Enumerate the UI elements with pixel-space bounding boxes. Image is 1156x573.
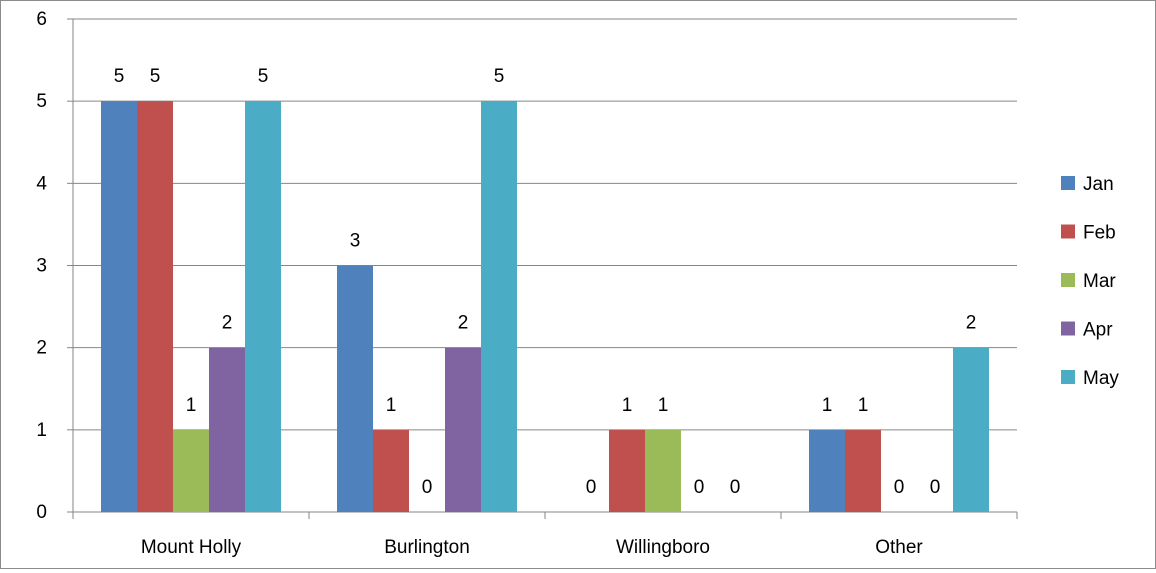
bar-apr [209,347,245,512]
data-label: 0 [894,477,905,498]
x-tick-label: Willingboro [616,537,710,558]
y-tick-label: 3 [36,256,47,277]
data-label: 0 [930,477,941,498]
data-label: 1 [186,395,197,416]
y-tick-label: 5 [36,91,47,112]
bar-jan [101,101,137,513]
data-labels: 5 5 1 2 5 3 1 0 2 5 0 1 1 0 0 1 1 0 0 2 [114,66,977,498]
data-label: 2 [966,313,977,334]
y-tick-label: 0 [36,502,47,523]
bar-feb [373,429,409,512]
x-tick-label: Burlington [384,537,470,558]
data-label: 0 [422,477,433,498]
bar-jan [809,429,845,512]
data-label: 0 [694,477,705,498]
data-label: 3 [350,231,361,252]
bar-mar [645,429,681,512]
bar-jan [337,265,373,512]
x-tick-label: Other [875,537,923,558]
bar-feb [137,101,173,513]
x-tick-label: Mount Holly [141,537,242,558]
data-label: 5 [150,66,161,87]
legend-swatch [1061,370,1075,384]
data-label: 5 [494,66,505,87]
legend-swatch [1061,273,1075,287]
data-label: 1 [658,395,669,416]
data-label: 1 [822,395,833,416]
legend-label: Feb [1083,223,1116,244]
bars [101,101,989,513]
legend-label: Mar [1083,271,1116,292]
legend-label: May [1083,368,1119,389]
bar-apr [445,347,481,512]
data-label: 0 [586,477,597,498]
bar-may [953,347,989,512]
legend-label: Apr [1083,320,1113,341]
y-tick-label: 1 [36,420,47,441]
data-label: 1 [386,395,397,416]
data-label: 1 [858,395,869,416]
data-label: 5 [258,66,269,87]
bar-feb [845,429,881,512]
y-tick-label: 4 [36,173,47,194]
data-label: 2 [222,313,233,334]
data-label: 2 [458,313,469,334]
data-label: 0 [730,477,741,498]
bar-may [245,101,281,513]
legend-swatch [1061,321,1075,336]
data-label: 1 [622,395,633,416]
y-tick-label: 6 [36,9,47,30]
bar-may [481,101,517,513]
legend: Jan Feb Mar Apr May [1061,174,1119,389]
legend-swatch [1061,224,1075,239]
data-label: 5 [114,66,125,87]
bar-mar [173,429,209,512]
legend-label: Jan [1083,174,1114,195]
legend-swatch [1061,176,1075,190]
y-tick-label: 2 [36,338,47,359]
bar-feb [609,429,645,512]
